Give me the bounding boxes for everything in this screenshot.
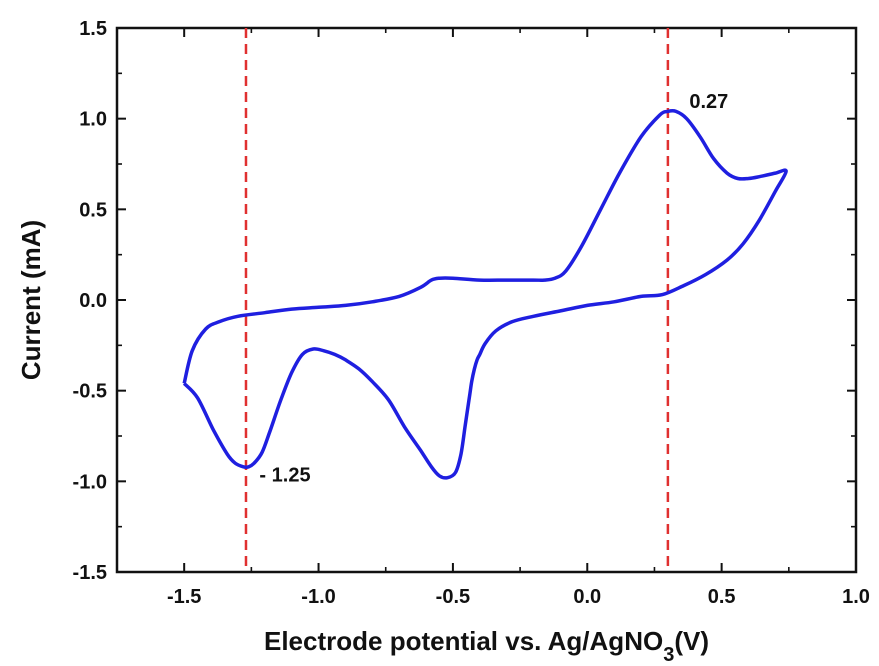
x-axis-title-main: Electrode potential vs. Ag/AgNO xyxy=(264,626,663,656)
y-tick-label: 0.0 xyxy=(79,290,107,312)
peak-annotation: 0.27 xyxy=(689,91,728,113)
y-tick-label: 1.5 xyxy=(79,18,107,40)
y-tick-label: -0.5 xyxy=(73,381,107,403)
cv-curve xyxy=(182,108,788,480)
x-axis-title-suffix: (V) xyxy=(674,626,709,656)
x-tick-label: 0.0 xyxy=(573,586,601,608)
y-tick-label: -1.0 xyxy=(73,471,107,493)
y-tick-label: -1.5 xyxy=(73,562,107,584)
y-tick-label: 0.5 xyxy=(79,199,107,221)
plot-frame xyxy=(115,26,858,574)
x-axis-title: Electrode potential vs. Ag/AgNO3(V) xyxy=(264,626,709,666)
x-tick-label: -1.5 xyxy=(167,586,201,608)
y-axis-title: Current (mA) xyxy=(16,220,46,380)
x-tick-label: -1.0 xyxy=(301,586,335,608)
peak-annotation: - 1.25 xyxy=(259,464,310,486)
x-tick-label: 1.0 xyxy=(842,586,870,608)
x-tick-label: 0.5 xyxy=(708,586,736,608)
x-axis-title-subscript: 3 xyxy=(663,644,674,666)
y-tick-label: 1.0 xyxy=(79,109,107,131)
x-tick-label: -0.5 xyxy=(436,586,470,608)
